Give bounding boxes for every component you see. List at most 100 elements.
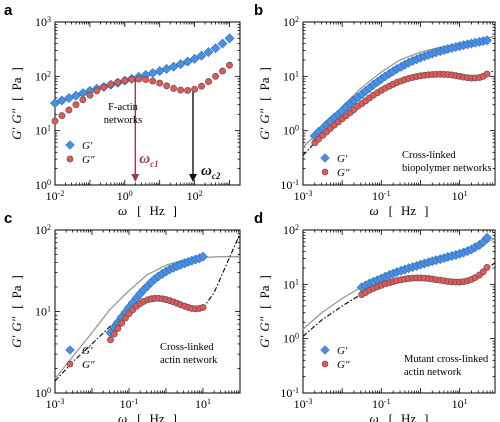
y-tick-label: 101 [283,69,299,84]
legend-gp-marker [320,345,330,355]
gpp-point [114,324,122,332]
gpp-point [135,75,143,83]
legend-gp-marker [320,153,330,163]
x-tick-label: 100 [117,189,133,204]
gpp-point [199,304,207,311]
y-tick-label: 102 [283,223,299,238]
x-tick-label: 10-1 [372,397,391,412]
axis-ticks [54,21,241,186]
gpp-point [107,80,115,88]
gpp-point [156,79,164,87]
y-tick-label: 100 [35,178,51,193]
gpp-point [142,76,150,84]
x-axis-label: ω[Hz] [118,411,177,422]
annotation-text: actin network [160,355,218,366]
annotation-text: Mutant cross-linked [404,354,489,365]
axis-ticks [302,21,496,186]
gp-point [50,98,60,109]
y-tick-label: 100 [283,331,299,346]
y-tick-label: 100 [283,123,299,138]
legend: G′ G″ [320,153,350,179]
gpp-point [72,101,80,109]
panel-label: b [254,2,263,19]
y-tick-label: 101 [283,277,299,292]
arrow-head-c2 [188,174,197,182]
series-gpp [51,61,233,125]
gpp-point [128,75,136,83]
fit-line-gp [54,256,240,380]
gp-point [210,43,221,54]
gpp-point [86,91,94,99]
gp-point [198,251,208,262]
panel-label: d [254,210,263,227]
gpp-point [121,76,129,84]
gp-point [189,53,200,64]
panel-d: d10-3 10-1 10110-1100101102ω[Hz]G′G″[Pa]G′… [254,210,496,422]
y-axis-label: G′G″[Pa] [257,67,272,140]
omega-c1: ωc1 [139,151,158,169]
gp-point [182,56,193,67]
legend-gpp-label: G″ [82,359,95,371]
x-axis-label: ω[Hz] [118,203,177,218]
annotation-text: networks [104,115,143,126]
gp-point [482,232,492,243]
x-axis-label: ω[Hz] [369,411,428,422]
arrow-head-c1 [131,174,140,182]
legend-gpp-label: G″ [337,167,350,179]
series-gp [50,33,235,109]
gpp-point [100,83,108,91]
gpp-point [212,72,219,80]
legend-gp-label: G′ [337,345,348,357]
gpp-point [191,85,199,93]
gp-point [56,95,67,106]
gpp-point [483,70,491,78]
axis-ticks [54,229,241,394]
omega-c2: ωc2 [201,163,221,181]
y-tick-label: 102 [283,15,299,30]
legend: G′ G″ [65,140,95,166]
x-tick-label: 102 [187,189,203,204]
series-gp [309,35,492,141]
gp-point [196,50,207,61]
gpp-point [177,86,185,94]
legend-gpp-label: G″ [337,359,350,371]
gpp-point [479,268,487,276]
y-tick-label: 100 [35,386,51,401]
panel-b: b10-3 10-1 10110-1100101102ω[Hz]G′G″[Pa]G′… [254,2,496,218]
plot-frame [302,21,496,186]
gpp-point [226,61,233,69]
gp-point [217,38,228,49]
plot-frame [302,229,496,394]
series-gp [105,251,208,338]
x-tick-label: 10-3 [294,397,313,412]
x-axis-label: ω[Hz] [369,203,428,218]
y-axis-label: G′G″[Pa] [9,67,24,140]
x-tick-label: 10-3 [46,397,65,412]
legend-gpp-label: G″ [82,154,95,166]
legend-gp-marker [65,345,75,355]
series-gpp [107,294,207,344]
gpp-point [114,78,122,86]
annotation-text: biopolymer networks [402,163,492,174]
annotation-text: Cross-linked [160,342,214,353]
x-tick-label: 10-2 [46,189,65,204]
y-tick-label: 103 [35,15,51,30]
gpp-point [198,82,205,90]
legend-gpp-marker [66,360,74,368]
gpp-point [65,106,73,114]
panel-c: c 10-3 10-1 101 100 101 102 ω[Hz] G′G″[Pa] G′ G″ Cr… [4,210,241,422]
gpp-point [149,77,157,85]
annotation-text: actin network [404,367,462,378]
x-tick-label: 101 [195,397,211,412]
gpp-point [58,112,66,119]
gpp-point [51,117,59,125]
annotation-text: Cross-linked [402,150,456,161]
legend-gpp-marker [66,155,74,163]
x-tick-label: 101 [452,397,468,412]
gpp-point [121,314,129,322]
legend: G′ G″ [320,345,350,371]
gpp-point [107,336,114,344]
gp-point [482,35,492,46]
panel-label: a [4,2,13,19]
gpp-point [184,86,192,94]
